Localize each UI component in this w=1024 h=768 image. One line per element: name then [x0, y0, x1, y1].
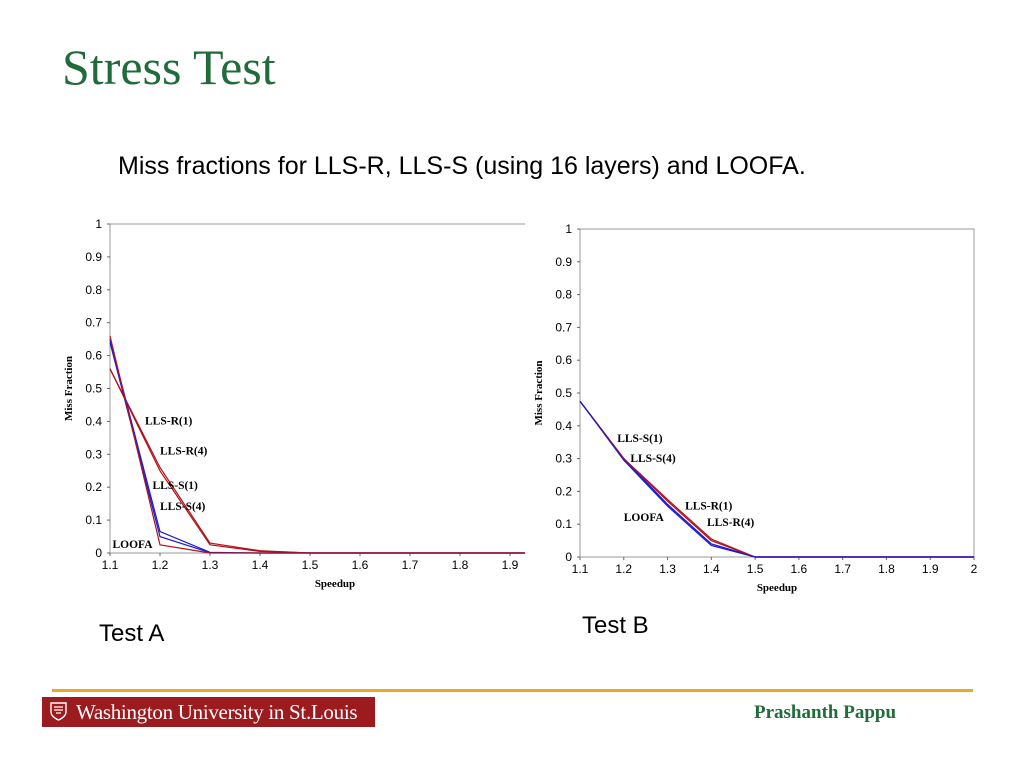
- x-tick-label: 1.3: [202, 558, 219, 572]
- x-tick-label: 1.6: [791, 562, 808, 576]
- y-tick-label: 0.6: [555, 353, 572, 367]
- x-tick-label: 1.8: [452, 558, 469, 572]
- x-tick-label: 2: [971, 562, 978, 576]
- y-tick-label: 0.8: [85, 283, 102, 297]
- y-tick-label: 0.8: [555, 288, 572, 302]
- series-line-loofa: [579, 400, 974, 558]
- x-tick-label: 1.9: [502, 558, 519, 572]
- y-tick-label: 0: [565, 550, 572, 564]
- x-tick-label: 1.7: [834, 562, 851, 576]
- caption-test-b: Test B: [582, 612, 649, 639]
- caption-test-a: Test A: [99, 620, 165, 647]
- y-tick-label: 0.2: [555, 484, 572, 498]
- x-tick-label: 1.4: [252, 558, 269, 572]
- x-tick-label: 1.2: [615, 562, 632, 576]
- y-tick-label: 1: [565, 222, 572, 236]
- series-label: LOOFA: [113, 539, 154, 551]
- series-label: LLS-S(1): [153, 480, 199, 492]
- x-tick-label: 1.5: [302, 558, 319, 572]
- x-tick-label: 1.6: [352, 558, 369, 572]
- slide-title: Stress Test: [62, 39, 276, 95]
- y-tick-label: 0.1: [555, 517, 572, 531]
- y-tick-label: 0.1: [85, 513, 102, 527]
- chart-test-a: 0 0.1 0.2 0.3 0.4 0.5 0.6 0.7 0.8 0.9 1 1.1 1.2 1.3 1.…: [63, 217, 525, 590]
- x-tick-label: 1.3: [659, 562, 676, 576]
- x-tick-label: 1.1: [572, 562, 589, 576]
- x-tick-label: 1.9: [922, 562, 939, 576]
- university-logo: Washington University in St.Louis: [42, 697, 375, 727]
- chart-test-b: 0 0.1 0.2 0.3 0.4 0.5 0.6 0.7 0.8 0.9 1 1.1 1.2 1.3 1.…: [533, 222, 978, 594]
- y-tick-label: 0.2: [85, 480, 102, 494]
- y-tick-label: 0.7: [555, 320, 572, 334]
- y-tick-label: 1: [95, 217, 102, 231]
- series-label: LLS-R(4): [160, 445, 207, 457]
- series-label: LOOFA: [624, 512, 665, 524]
- series-line-loofa: [109, 335, 525, 554]
- x-axis-title: Speedup: [757, 582, 797, 594]
- shield-icon: [50, 702, 67, 721]
- x-tick-label: 1.4: [703, 562, 720, 576]
- y-axis-title: Miss Fraction: [533, 360, 545, 425]
- y-tick-label: 0: [95, 546, 102, 560]
- x-tick-label: 1.2: [152, 558, 169, 572]
- y-axis-title: Miss Fraction: [63, 356, 75, 421]
- y-tick-label: 0.6: [85, 349, 102, 363]
- plot-area: [579, 228, 975, 558]
- logo-text: Washington University in St.Louis: [76, 700, 358, 724]
- x-tick-label: 1.8: [878, 562, 895, 576]
- y-tick-label: 0.9: [85, 250, 102, 264]
- series-label: LLS-S(4): [630, 453, 676, 465]
- x-tick-label: 1.5: [747, 562, 764, 576]
- series-label: LLS-R(4): [707, 517, 754, 529]
- series-label: LLS-R(1): [685, 500, 732, 512]
- y-tick-label: 0.4: [555, 419, 572, 433]
- series-label: LLS-S(4): [160, 501, 206, 513]
- x-axis-title: Speedup: [315, 578, 355, 590]
- x-tick-label: 1.1: [102, 558, 119, 572]
- y-tick-label: 0.5: [555, 386, 572, 400]
- author-name: Prashanth Pappu: [754, 702, 897, 723]
- y-tick-label: 0.3: [85, 447, 102, 461]
- y-tick-label: 0.3: [555, 452, 572, 466]
- y-tick-label: 0.9: [555, 255, 572, 269]
- y-tick-label: 0.5: [85, 382, 102, 396]
- footer-rule: [52, 689, 973, 692]
- series-label: LLS-S(1): [617, 433, 663, 445]
- series-label: LLS-R(1): [145, 416, 192, 428]
- y-tick-label: 0.4: [85, 414, 102, 428]
- slide-subtitle: Miss fractions for LLS-R, LLS-S (using 1…: [118, 152, 806, 180]
- y-tick-label: 0.7: [85, 316, 102, 330]
- x-tick-label: 1.7: [402, 558, 419, 572]
